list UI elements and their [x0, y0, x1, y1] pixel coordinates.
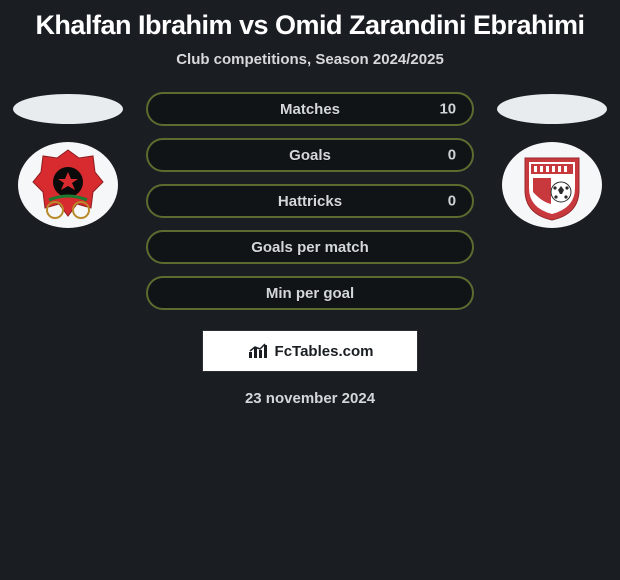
stat-value-right: 0 [448, 147, 456, 164]
stat-pill-list: Matches 10 Goals 0 Hattricks 0 Goals per… [146, 92, 474, 310]
left-club-crest-icon [25, 142, 111, 228]
stat-value-right: 0 [448, 193, 456, 210]
stat-value-right: 10 [439, 101, 456, 118]
stat-row-matches: Matches 10 [146, 92, 474, 126]
page-title: Khalfan Ibrahim vs Omid Zarandini Ebrahi… [0, 0, 620, 45]
right-player-column [494, 92, 610, 228]
subtitle: Club competitions, Season 2024/2025 [0, 51, 620, 68]
stat-label: Hattricks [278, 193, 342, 210]
stat-row-min-per-goal: Min per goal [146, 276, 474, 310]
brand-text: FcTables.com [275, 343, 374, 360]
brand-badge: FcTables.com [202, 330, 418, 372]
comparison-panel: Matches 10 Goals 0 Hattricks 0 Goals per… [0, 92, 620, 310]
stat-row-goals-per-match: Goals per match [146, 230, 474, 264]
right-club-logo [502, 142, 602, 228]
stat-row-hattricks: Hattricks 0 [146, 184, 474, 218]
snapshot-date: 23 november 2024 [0, 390, 620, 407]
stat-label: Goals per match [251, 239, 369, 256]
bar-chart-icon [247, 342, 269, 360]
left-player-ellipse [13, 94, 123, 124]
stat-label: Min per goal [266, 285, 354, 302]
stat-label: Goals [289, 147, 331, 164]
right-player-ellipse [497, 94, 607, 124]
stat-row-goals: Goals 0 [146, 138, 474, 172]
right-club-crest-icon [509, 142, 595, 228]
stat-label: Matches [280, 101, 340, 118]
left-player-column [10, 92, 126, 228]
left-club-logo [18, 142, 118, 228]
